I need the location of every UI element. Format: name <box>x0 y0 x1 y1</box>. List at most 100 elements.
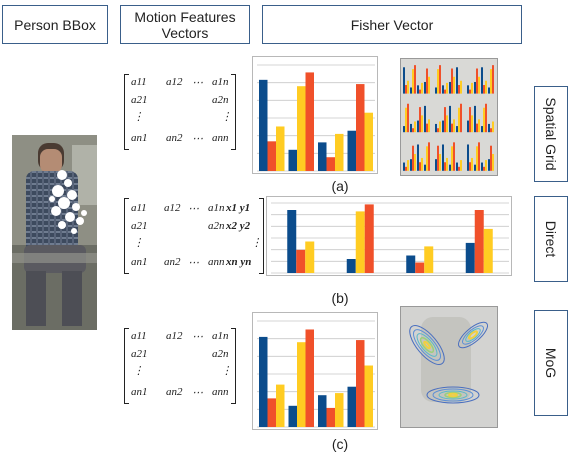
grid-thumb-bar <box>426 68 428 94</box>
grid-thumb-bar <box>451 123 453 133</box>
spatial-grid-drawing <box>401 59 497 175</box>
matrix-cell: a1n <box>208 202 225 214</box>
grid-thumb-bar <box>467 120 469 133</box>
grid-thumb-bar <box>439 153 441 171</box>
grid-thumb-bar <box>481 126 483 133</box>
grid-thumb-bar <box>437 69 439 94</box>
grid-thumb-bar <box>403 126 405 133</box>
motion-matrix-a: a11 a12 ⋯ a1n a21 a2n ⋮ ⋮ an1 an2 ⋯ ann <box>124 74 236 150</box>
matrix-bracket-left <box>124 198 129 274</box>
grid-thumb-bar <box>426 146 428 171</box>
matrix-cell: a21 <box>131 220 148 232</box>
bar <box>267 398 276 427</box>
matrix-cell: ⋯ <box>188 203 199 215</box>
grid-thumb-bar <box>490 145 492 171</box>
matrix-vdots: ⋮ <box>221 111 232 123</box>
bar <box>326 407 335 427</box>
grid-thumb-bar <box>405 85 407 94</box>
matrix-cell: a12 <box>164 202 181 214</box>
grid-thumb-bar <box>446 157 448 171</box>
grid-thumb-bar <box>428 119 430 133</box>
grid-thumb-bar <box>412 128 414 133</box>
mog-ellipses-drawing <box>401 307 497 427</box>
fisher-vector-label: Fisher Vector <box>350 16 434 33</box>
grid-thumb-bar <box>412 69 414 94</box>
bar <box>406 255 416 273</box>
grid-thumb-bar <box>469 162 471 171</box>
grid-thumb-bar <box>492 121 494 133</box>
bar <box>335 393 344 427</box>
matrix-cell: a12 <box>166 330 183 342</box>
grid-thumb-bar <box>471 157 473 171</box>
grid-thumb-bar <box>483 85 485 94</box>
bar <box>346 259 356 273</box>
grid-thumb-bar <box>485 103 487 133</box>
grid-thumb-bar <box>446 82 448 94</box>
matrix-cell: ⋯ <box>192 133 203 145</box>
bar <box>356 84 365 171</box>
grid-thumb-bar <box>488 159 490 171</box>
bar <box>305 329 314 427</box>
grid-thumb-bar <box>481 67 483 94</box>
grid-thumb-bar <box>417 85 419 94</box>
bar <box>267 141 276 171</box>
grid-thumb-bar <box>460 80 462 94</box>
mog-label: MoG <box>543 347 559 379</box>
grid-thumb-bar <box>456 67 458 94</box>
grid-thumb-bar <box>444 162 446 171</box>
grid-thumb-bar <box>481 162 483 171</box>
grid-thumb-bar <box>405 166 407 171</box>
matrix-cell: a2n <box>212 94 229 106</box>
matrix-extra-cell: xn yn <box>226 256 252 268</box>
motion-matrix-b: a11 a12 ⋯ a1n x1 y1 a21 a2n x2 y2 ⋮ ⋮ an… <box>124 198 264 274</box>
grid-thumb-bar <box>417 144 419 171</box>
bar <box>347 386 356 427</box>
bar <box>415 262 425 273</box>
grid-thumb-bar <box>492 65 494 94</box>
matrix-cell: ann <box>208 256 225 268</box>
motion-features-header: Motion Features Vectors <box>120 5 250 44</box>
grid-thumb-bar <box>403 162 405 171</box>
matrix-bracket-left <box>124 328 129 404</box>
caption-a: (a) <box>331 178 349 194</box>
grid-thumb-bar <box>449 164 451 171</box>
grid-thumb-bar <box>474 105 476 133</box>
grid-thumb-bar <box>417 120 419 133</box>
matrix-cell: ⋯ <box>192 387 203 399</box>
bar <box>465 242 475 273</box>
grid-thumb-bar <box>453 142 455 171</box>
matrix-cell: ⋯ <box>192 331 203 343</box>
bar <box>276 126 285 171</box>
grid-thumb-bar <box>407 103 409 133</box>
grid-thumb-bar <box>474 164 476 171</box>
matrix-cell: a21 <box>131 94 148 106</box>
matrix-bracket-right <box>259 198 264 274</box>
bar <box>259 336 268 427</box>
matrix-cell: ann <box>212 386 229 398</box>
grid-thumb-bar <box>414 153 416 171</box>
grid-thumb-bar <box>488 87 490 94</box>
bar <box>347 130 356 171</box>
person-image-drawing <box>12 135 97 330</box>
grid-thumb-bar <box>488 123 490 133</box>
grid-thumb-bar <box>451 68 453 94</box>
chart-c-svg <box>257 320 375 428</box>
grid-thumb-bar <box>460 160 462 171</box>
grid-thumb-bar <box>453 119 455 133</box>
bar <box>326 157 335 171</box>
grid-thumb-bar <box>478 142 480 171</box>
grid-thumb-bar <box>467 144 469 171</box>
grid-thumb-bar <box>405 107 407 133</box>
matrix-vdots: ⋮ <box>221 365 232 377</box>
matrix-extra-cell: x1 y1 <box>226 202 251 214</box>
spatial-grid-label: Spatial Grid <box>543 97 559 171</box>
matrix-cell: a21 <box>131 348 148 360</box>
grid-thumb-bar <box>474 81 476 94</box>
fisher-vector-chart-a <box>252 56 378 174</box>
grid-thumb-bar <box>428 142 430 171</box>
grid-thumb-bar <box>435 123 437 133</box>
grid-thumb-bar <box>458 107 460 133</box>
bar <box>259 79 268 171</box>
grid-thumb-bar <box>403 67 405 94</box>
matrix-cell: an2 <box>166 132 183 144</box>
